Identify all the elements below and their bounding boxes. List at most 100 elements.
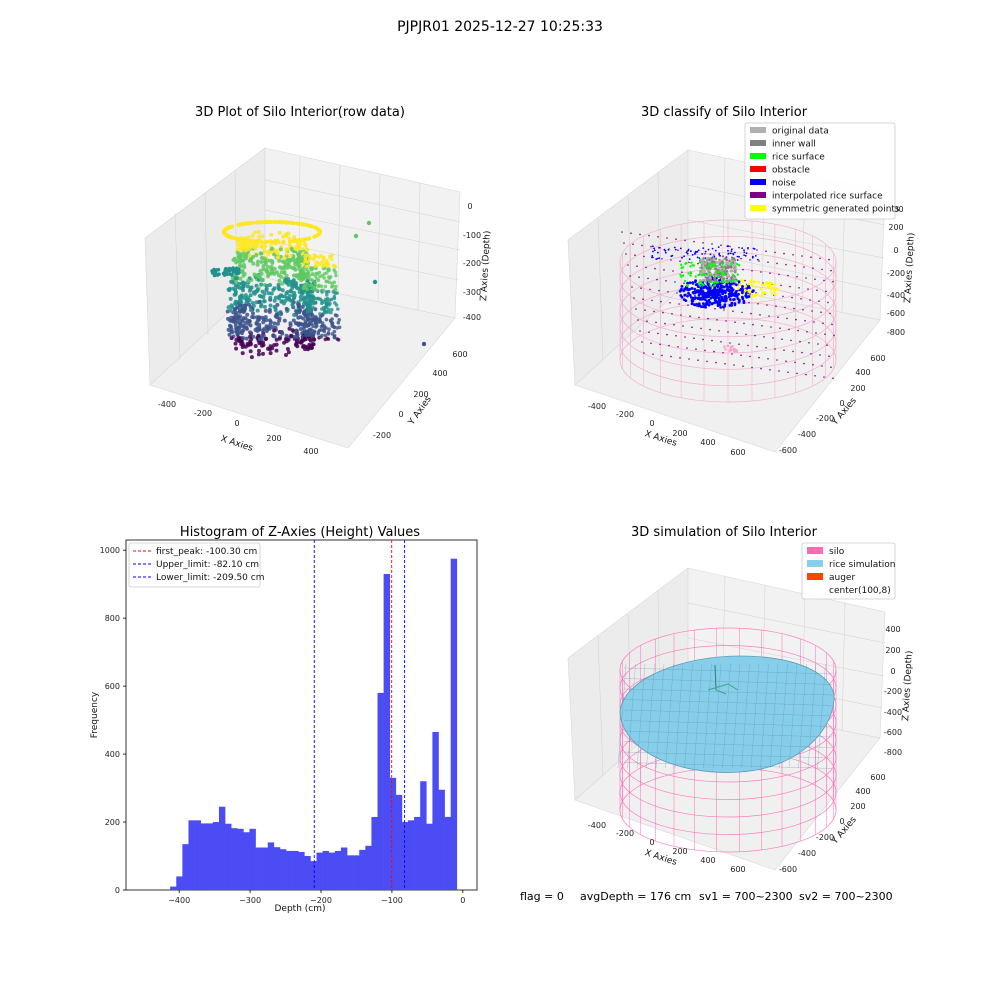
histogram-bar [426,823,433,890]
interpolated-point [806,331,808,333]
rice-surface-point [737,264,741,267]
rice-mesh-line [817,663,826,769]
raw-x-tick: -400 [158,400,176,409]
raw-data-point [307,293,311,297]
interpolated-point [651,299,653,302]
raw-data-point [336,307,340,311]
raw-data-point [268,283,272,287]
noise-point [737,292,740,296]
rice-surface-point [692,264,695,267]
symmetric-point [753,294,757,298]
interpolated-point [675,238,677,240]
raw-data-point [300,222,305,227]
interpolated-point [718,330,720,332]
wall-point [724,257,727,260]
wall-point [733,267,736,271]
interpolated-point [646,320,648,323]
noise-point [744,254,747,257]
rice-surface-point [736,262,739,266]
interpolated-point [652,353,654,356]
interpolated-point [742,365,744,368]
raw-data-point [333,313,338,317]
noise-point [713,255,716,258]
interpolated-point [725,320,727,322]
raw-data-point [332,325,336,329]
rice-surface-point [679,273,682,277]
noise-point [694,253,696,255]
interpolated-point [716,319,718,321]
interpolated-point [684,239,686,242]
noise-point [696,285,700,288]
raw-data-point [258,275,262,280]
simulation-rice-surface [617,655,835,773]
interpolated-point [763,336,765,338]
raw-data-point [280,288,285,293]
classify-x-ticks: -400 -200 0 200 400 600 [588,402,746,457]
raw-data-point [322,324,327,328]
simulation-y-tick: -400 [798,849,816,858]
interpolated-point [786,317,788,320]
raw-data-point [282,318,287,323]
rice-surface-point [715,270,718,273]
wall-point [729,269,733,273]
interpolated-point [706,360,708,363]
raw-data-point [247,253,252,258]
interpolated-point [819,354,821,356]
simulation-z-tick: 200 [885,646,900,655]
histogram-bar [347,855,354,890]
raw-data-point [329,310,333,315]
interpolated-point [801,255,803,257]
histogram-bar [389,777,397,890]
interpolated-point [677,249,679,251]
noise-point [690,296,693,299]
raw-data-point [310,272,315,277]
raw-data-point [278,247,283,252]
raw-point-cloud [210,220,427,360]
raw-data-point [306,333,310,337]
noise-point [718,303,722,307]
interpolated-point [653,310,655,313]
noise-point [719,284,723,288]
raw-data-point [306,264,310,268]
interpolated-point [758,356,760,359]
wall-point [702,257,705,260]
raw-data-point [268,344,273,349]
interpolated-point [671,313,673,315]
raw-data-point [288,253,293,258]
wall-point [732,276,736,280]
interpolated-point [826,344,828,347]
raw-data-point [236,335,241,340]
histogram-bar [273,847,281,890]
interpolated-point [759,314,761,316]
raw-data-point [294,246,299,251]
rice-mesh-line [623,730,833,738]
raw-data-point [325,258,329,263]
raw-data-point [241,336,246,341]
interpolated-point [711,339,713,342]
interpolated-point [760,367,762,370]
noise-point [731,288,735,292]
interpolated-point [832,280,834,283]
raw-data-point [282,255,287,260]
raw-data-point [268,318,272,323]
classify-y-tick: 400 [855,368,870,377]
interpolated-point [656,278,658,281]
raw-data-point [311,302,315,306]
histogram-bar [365,845,372,890]
raw-data-point [319,262,323,266]
interpolated-point [632,243,634,245]
raw-data-point [308,302,313,306]
rice-surface-point [735,279,739,282]
panel-classify-title: 3D classify of Silo Interior [641,105,808,120]
interpolated-point [809,299,811,301]
interpolated-point [650,245,652,248]
raw-data-point [268,303,273,308]
rice-surface-point [689,265,692,268]
raw-data-point [324,299,329,304]
raw-data-point [238,252,243,257]
wall-point [719,259,722,262]
raw-data-point [234,279,239,284]
raw-data-point [289,247,294,251]
raw-data-point [237,330,242,335]
interpolated-point [757,303,759,305]
